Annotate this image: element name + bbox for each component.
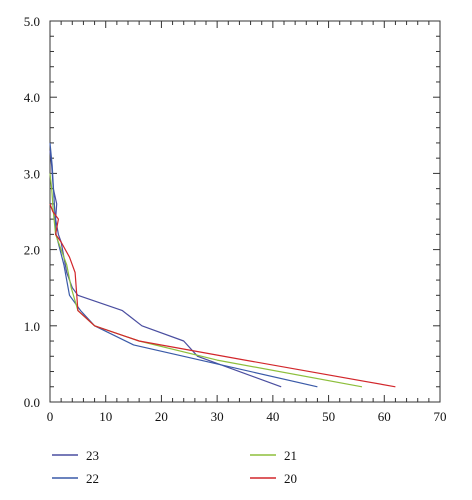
x-tick-label: 30 [211, 409, 224, 424]
y-tick-label: 0.0 [24, 395, 40, 410]
plot-frame [49, 20, 441, 403]
x-tick-label: 60 [378, 409, 391, 424]
x-tick-label: 50 [322, 409, 335, 424]
x-tick-label: 0 [47, 409, 54, 424]
axis-tick-labels: 0 10 20 30 40 50 60 70 0.0 1.0 2.0 3.0 4.0 5.0 [24, 14, 447, 424]
legend: 23 21 22 20 [52, 448, 297, 486]
x-tick-label: 70 [434, 409, 447, 424]
series-line-23 [49, 150, 282, 388]
legend-label-22: 22 [86, 471, 99, 486]
y-tick-label: 1.0 [24, 319, 40, 334]
legend-label-21: 21 [284, 448, 297, 463]
x-tick-label: 20 [155, 409, 168, 424]
series-line-22 [49, 142, 318, 388]
legend-label-20: 20 [284, 471, 297, 486]
y-tick-label: 4.0 [24, 90, 40, 105]
series-lines [49, 142, 396, 388]
legend-label-23: 23 [86, 448, 99, 463]
x-tick-label: 40 [266, 409, 279, 424]
x-tick-label: 10 [99, 409, 112, 424]
y-tick-label: 5.0 [24, 14, 40, 29]
series-line-20 [49, 203, 396, 388]
y-tick-label: 2.0 [24, 243, 40, 258]
y-tick-label: 3.0 [24, 166, 40, 181]
axis-ticks [49, 20, 441, 403]
series-line-21 [49, 173, 363, 388]
